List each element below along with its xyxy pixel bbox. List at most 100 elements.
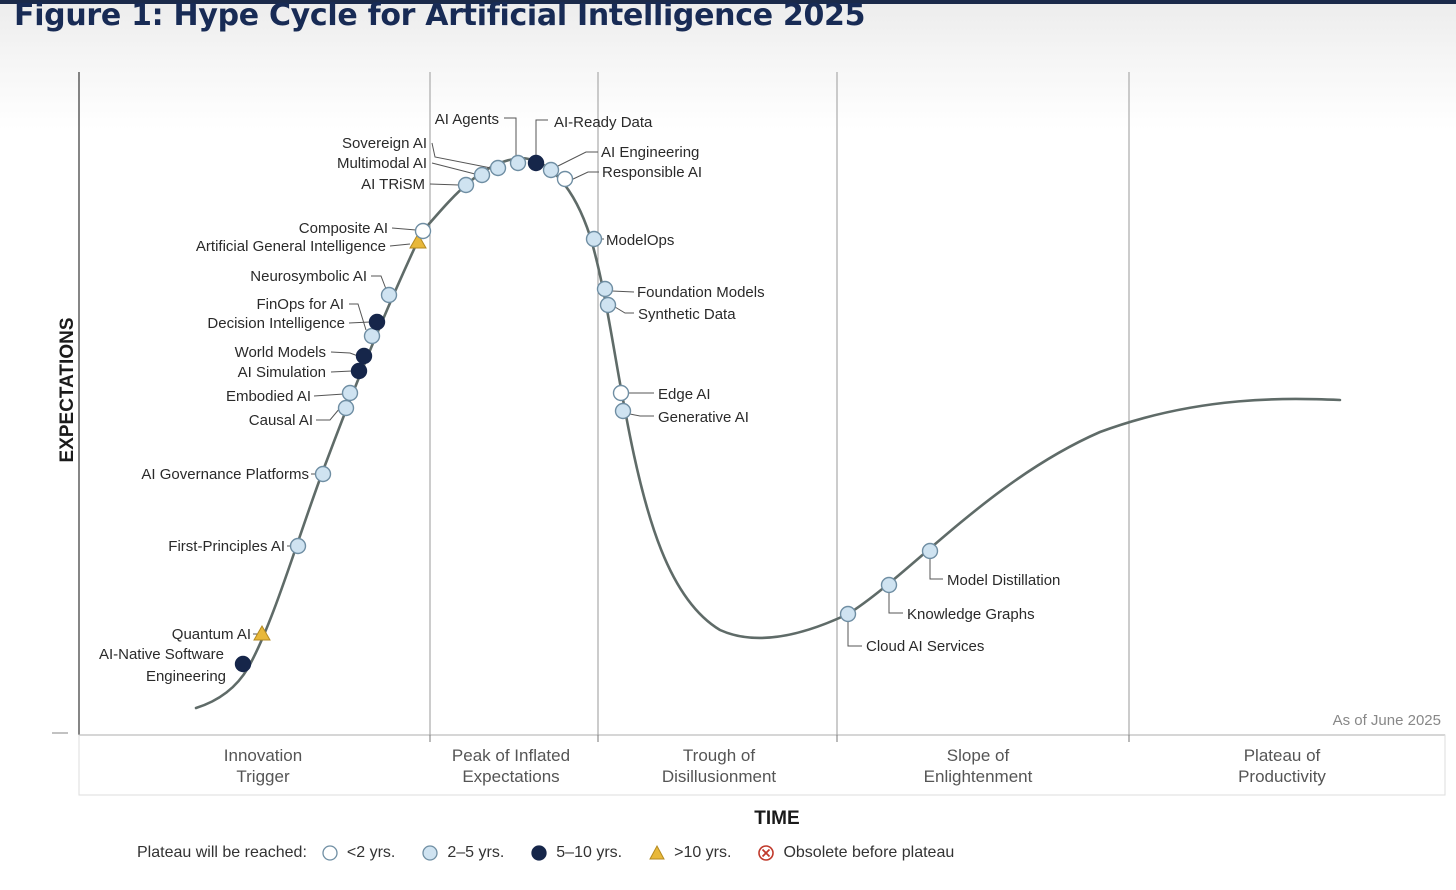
- yellow-triangle-icon: [649, 844, 665, 860]
- leader-embodied-ai: [313, 393, 345, 397]
- label-ai-simulation: AI Simulation: [238, 364, 326, 381]
- chart-frame: [52, 72, 1446, 796]
- marker-cloud-ai-services: [839, 605, 857, 623]
- marker-modelops: [585, 230, 603, 248]
- leader-artificial-general-intelligence: [389, 243, 411, 247]
- leader-ai-trism: [429, 183, 460, 186]
- x-axis-title: TIME: [754, 808, 799, 829]
- figure-title: Figure 1: Hype Cycle for Artificial Inte…: [14, 0, 866, 33]
- marker-artificial-general-intelligence: [409, 232, 427, 249]
- marker-ai-engineering: [542, 161, 560, 179]
- marker-world-models: [355, 347, 373, 365]
- label-ai-agents: AI Agents: [435, 111, 499, 128]
- label-model-distillation: Model Distillation: [947, 572, 1060, 589]
- leader-world-models: [330, 351, 359, 357]
- leader-knowledge-graphs: [888, 592, 903, 614]
- leader-composite-ai: [391, 227, 417, 231]
- marker-sovereign-ai: [489, 159, 507, 177]
- dark-blue-circle-icon: [531, 845, 547, 861]
- label-composite-ai: Composite AI: [299, 220, 388, 237]
- marker-ai-ready-data: [527, 154, 545, 172]
- legend-item-5to10: 5–10 yrs.: [530, 844, 622, 862]
- leader-causal-ai: [316, 407, 341, 421]
- technology-labels: AI-Native Software Engineering Quantum AI F…: [99, 111, 1060, 685]
- legend-item-gt10: >10 yrs.: [648, 844, 731, 862]
- label-world-models: World Models: [235, 344, 326, 361]
- leader-ai-ready-data: [535, 119, 548, 156]
- label-decision-intelligence: Decision Intelligence: [207, 315, 345, 332]
- legend-caption: Plateau will be reached:: [137, 844, 307, 861]
- marker-ai-native-software-engineering: [234, 655, 252, 673]
- leader-generative-ai: [629, 413, 654, 417]
- marker-first-principles-ai: [289, 537, 307, 555]
- hype-cycle-chart: AI-Native Software Engineering Quantum AI F…: [52, 72, 1446, 829]
- label-embodied-ai: Embodied AI: [226, 388, 311, 405]
- marker-ai-simulation: [350, 362, 368, 380]
- leader-ai-simulation: [330, 370, 353, 373]
- phase-label-line2: Enlightenment: [924, 767, 1033, 786]
- phase-label-line1: Innovation: [224, 746, 302, 765]
- legend-item-obsolete: Obsolete before plateau: [757, 844, 954, 862]
- label-foundation-models: Foundation Models: [637, 284, 765, 301]
- marker-ai-governance-platforms: [314, 465, 332, 483]
- label-generative-ai: Generative AI: [658, 409, 749, 426]
- legend-item-lt2: <2 yrs.: [321, 844, 395, 862]
- marker-composite-ai: [414, 222, 432, 240]
- label-neurosymbolic-ai: Neurosymbolic AI: [250, 268, 367, 285]
- label-modelops: ModelOps: [606, 232, 674, 249]
- phase-label-line1: Peak of Inflated: [452, 746, 570, 765]
- legend-label-5to10: 5–10 yrs.: [556, 844, 623, 861]
- leader-foundation-models: [611, 290, 635, 293]
- label-ai-trism: AI TRiSM: [361, 176, 425, 193]
- phase-label-line1: Plateau of: [1244, 746, 1321, 765]
- label-causal-ai: Causal AI: [249, 412, 313, 429]
- marker-finops-for-ai: [363, 327, 381, 345]
- leader-multimodal-ai: [431, 162, 476, 175]
- leader-synthetic-data: [614, 306, 634, 314]
- phase-label-line2: Expectations: [462, 767, 559, 786]
- phase-label-line1: Slope of: [947, 746, 1010, 765]
- leader-decision-intelligence: [348, 321, 371, 324]
- label-quantum-ai: Quantum AI: [172, 626, 251, 643]
- label-ai-governance-platforms: AI Governance Platforms: [141, 466, 309, 483]
- label-responsible-ai: Responsible AI: [602, 164, 702, 181]
- legend-label-gt10: >10 yrs.: [674, 844, 732, 861]
- marker-ai-trism: [457, 176, 475, 194]
- technology-markers: [234, 154, 939, 673]
- label-leaders: [253, 117, 943, 647]
- marker-responsible-ai: [556, 170, 574, 188]
- marker-embodied-ai: [341, 384, 359, 402]
- label-synthetic-data: Synthetic Data: [638, 306, 736, 323]
- legend-label-obsolete: Obsolete before plateau: [783, 844, 955, 861]
- leader-model-distillation: [929, 558, 943, 580]
- phase-label-line1: Trough of: [683, 746, 755, 765]
- label-sovereign-ai: Sovereign AI: [342, 135, 427, 152]
- as-of-date: As of June 2025: [1333, 712, 1441, 729]
- leader-sovereign-ai: [431, 142, 492, 169]
- label-multimodal-ai: Multimodal AI: [337, 155, 427, 172]
- label-artificial-general-intelligence: Artificial General Intelligence: [196, 238, 386, 255]
- obsolete-x-circle-icon: [758, 845, 775, 861]
- marker-multimodal-ai: [473, 166, 491, 184]
- light-blue-circle-icon: [422, 845, 439, 861]
- label-edge-ai: Edge AI: [658, 386, 711, 403]
- marker-decision-intelligence: [368, 313, 386, 331]
- marker-ai-agents: [509, 154, 527, 172]
- label-finops-for-ai: FinOps for AI: [256, 296, 344, 313]
- top-accent-bar: [0, 0, 1456, 4]
- legend-label-2to5: 2–5 yrs.: [447, 844, 505, 861]
- marker-foundation-models: [596, 280, 614, 298]
- label-ai-native-software-engineering-line1: AI-Native Software: [99, 646, 224, 663]
- leader-ai-agents: [504, 117, 517, 156]
- marker-knowledge-graphs: [880, 576, 898, 594]
- leader-ai-engineering: [557, 151, 598, 167]
- legend: Plateau will be reached: <2 yrs. 2–5 yrs…: [137, 841, 954, 865]
- label-ai-native-software-engineering-line2: Engineering: [146, 668, 226, 685]
- leader-cloud-ai-services: [847, 621, 862, 647]
- leader-neurosymbolic-ai: [371, 275, 387, 290]
- label-ai-engineering: AI Engineering: [601, 144, 699, 161]
- marker-model-distillation: [921, 542, 939, 560]
- marker-neurosymbolic-ai: [380, 286, 398, 304]
- leader-finops-for-ai: [349, 303, 367, 331]
- phase-labels: Innovation Trigger Peak of Inflated Expecta…: [224, 746, 1327, 786]
